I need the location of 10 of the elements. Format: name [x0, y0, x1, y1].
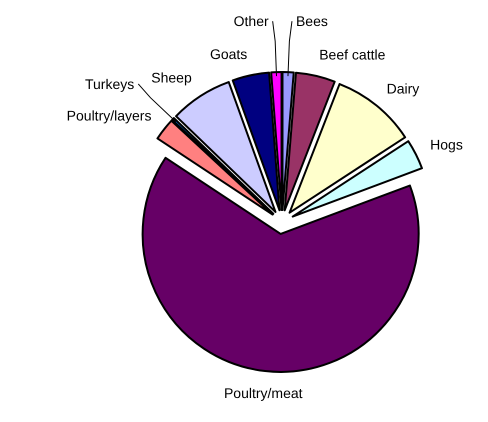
slice-label: Poultry/layers: [66, 108, 152, 124]
slice-label: Beef cattle: [319, 46, 386, 62]
slice-label: Hogs: [430, 136, 463, 152]
slice-label: Turkeys: [84, 76, 134, 92]
slice-label: Sheep: [151, 70, 192, 86]
slice-label: Poultry/meat: [224, 384, 303, 401]
slice-label: Dairy: [386, 80, 420, 96]
slice-label: Goats: [210, 46, 248, 62]
slice-label: Other: [234, 13, 269, 30]
slice-label: Bees: [296, 13, 328, 30]
